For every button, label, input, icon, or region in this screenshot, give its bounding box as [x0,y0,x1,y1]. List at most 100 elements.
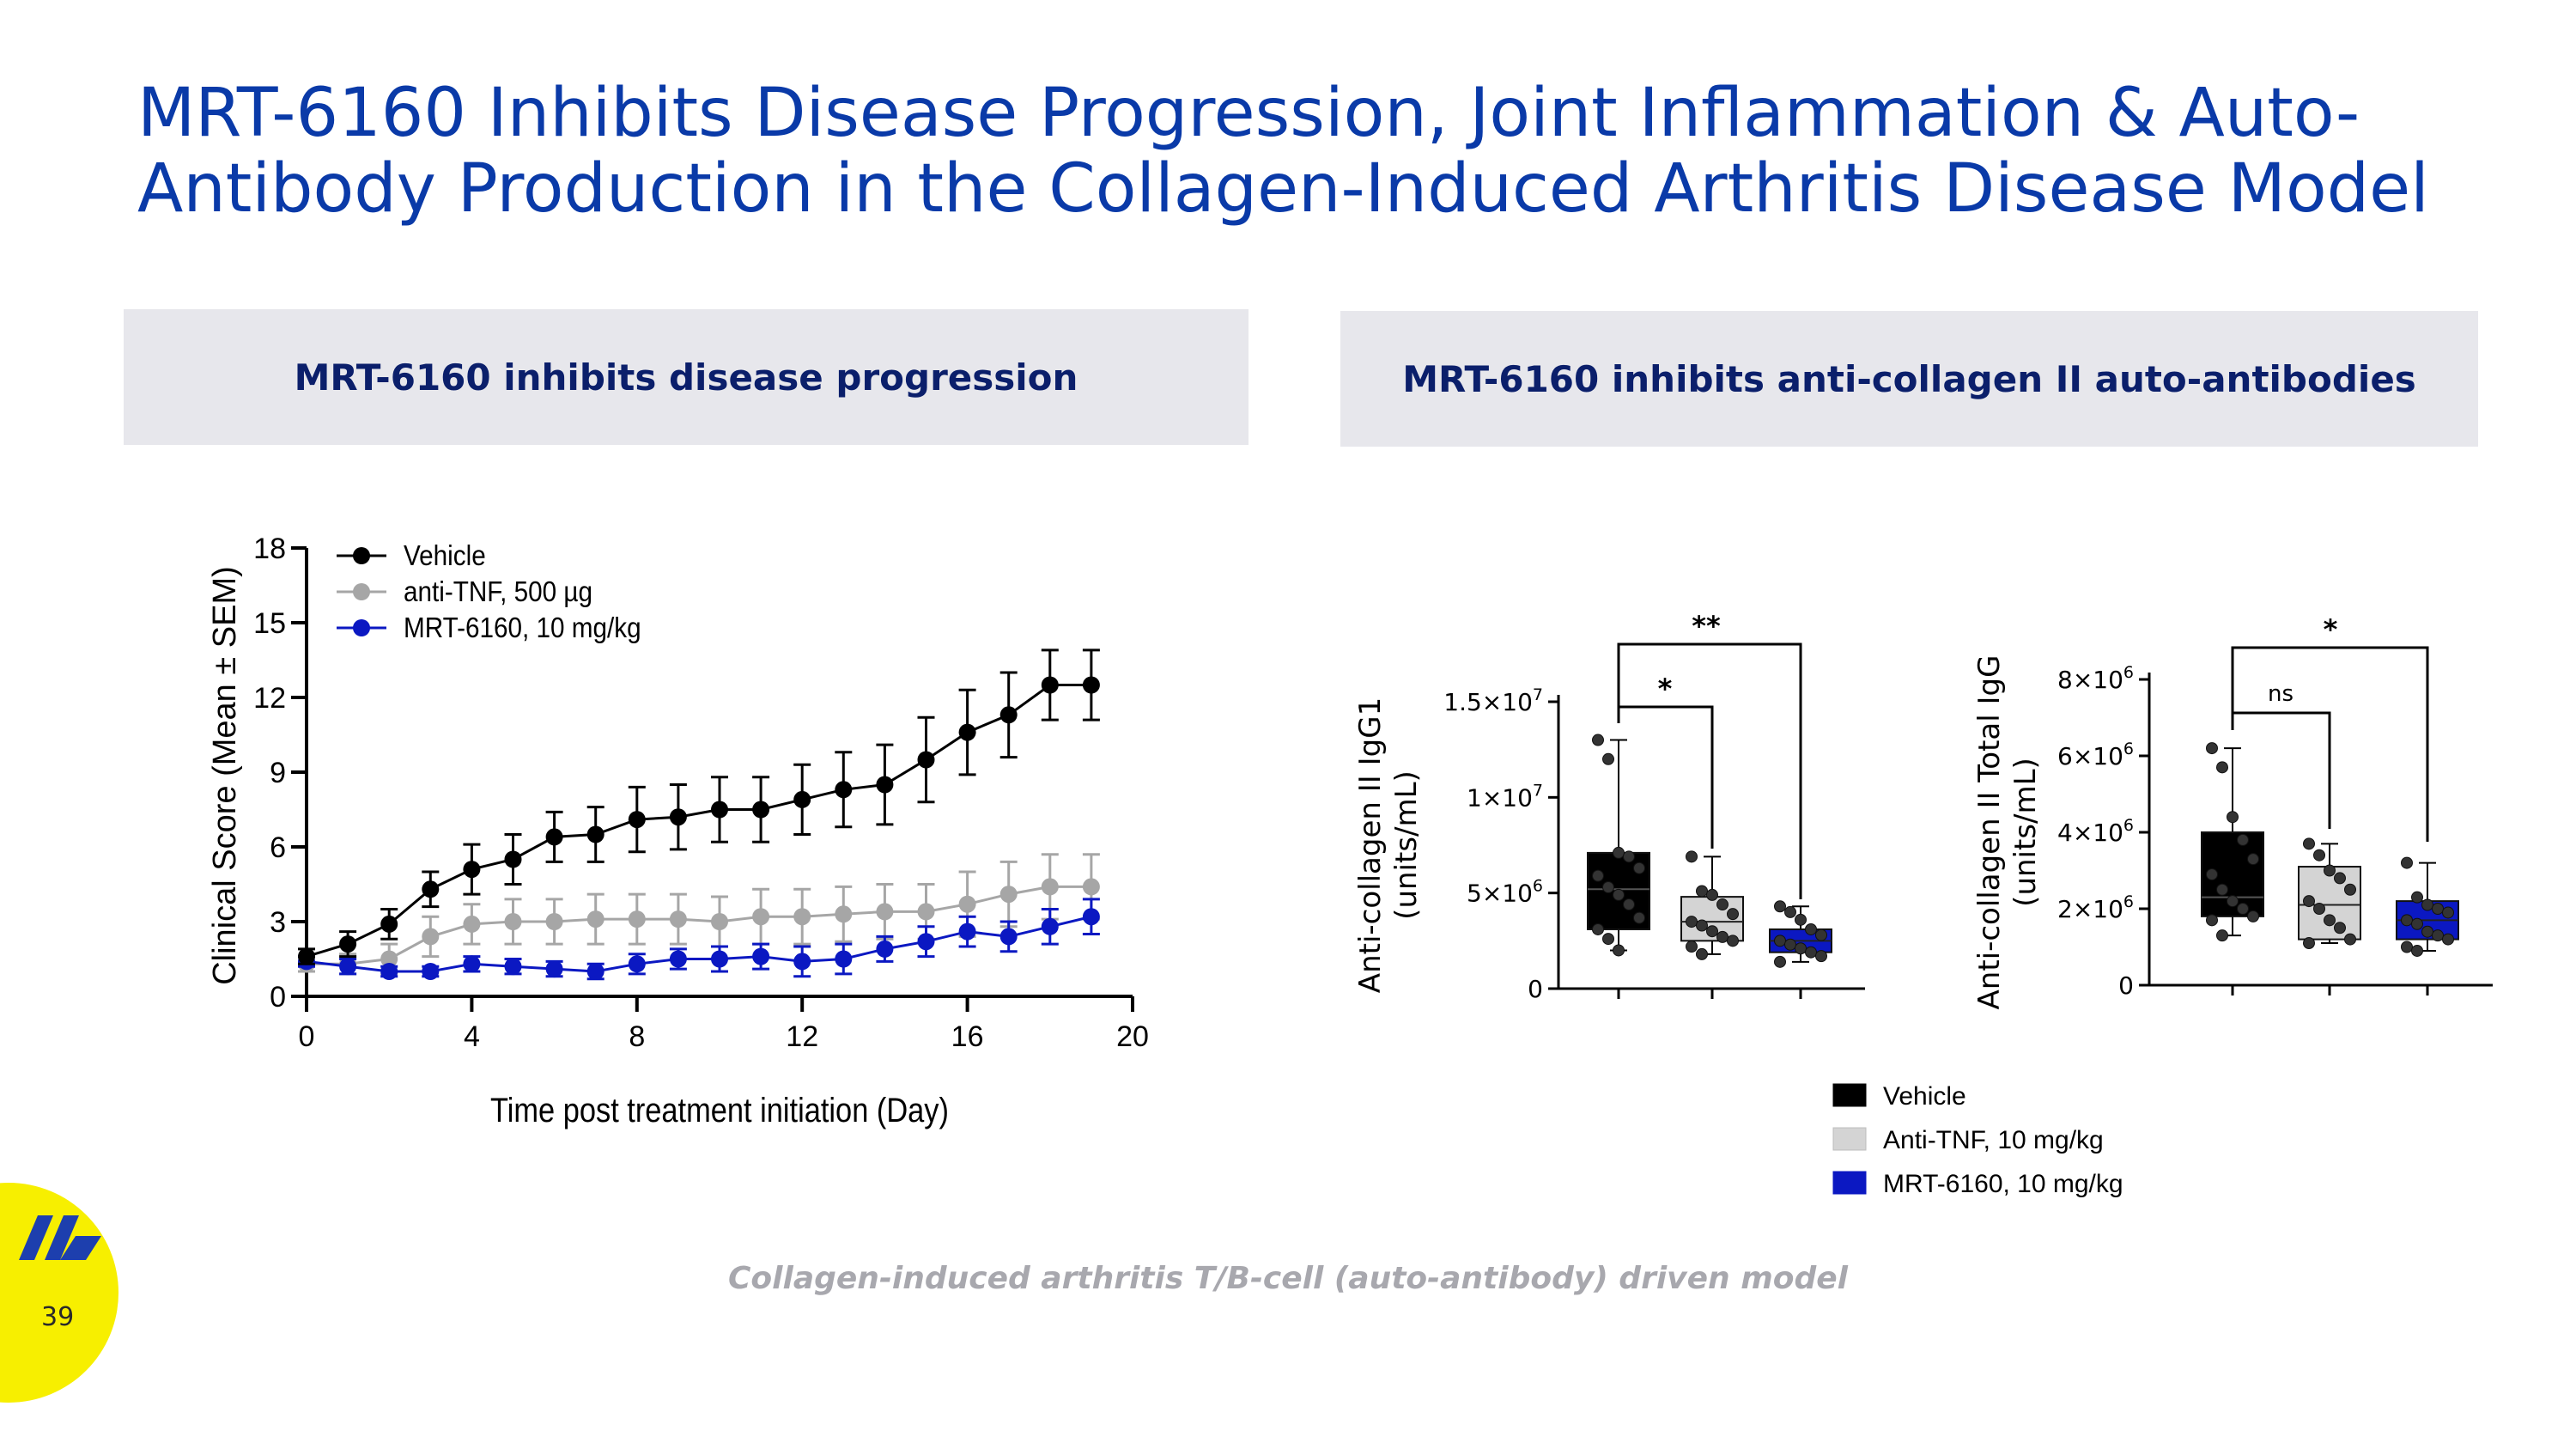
data-point [2334,922,2346,935]
significance-label: ** [1692,610,1721,642]
data-point [463,955,481,973]
data-point [1592,734,1604,746]
page-number: 39 [41,1302,75,1332]
data-point [1795,913,1807,926]
x-tick-label: 4 [464,1020,480,1053]
data-point [1602,752,1614,765]
data-point [2344,883,2356,896]
slide-title: MRT-6160 Inhibits Disease Progression, J… [137,76,2456,227]
data-point [2324,864,2336,877]
data-point [752,908,770,926]
data-point [628,811,646,829]
data-point [876,903,894,921]
legend-swatch [1832,1083,1867,1107]
y-tick-exponent: 6 [2123,892,2134,911]
data-point [1623,898,1635,911]
data-point [2303,895,2315,908]
data-point [2227,811,2239,824]
footnote: Collagen-induced arthritis T/B-cell (aut… [728,1261,1848,1296]
data-point [835,781,853,799]
data-point [1696,947,1708,960]
data-point [545,828,563,846]
data-point [2247,910,2259,922]
data-point [917,933,935,951]
data-point [793,790,811,808]
data-point [2216,761,2228,774]
data-point [422,963,440,980]
data-point [752,801,770,819]
y-tick-exponent: 6 [1533,877,1543,896]
y-axis-label: Anti-collagen II Total IgG [1972,655,2007,1010]
data-point [586,963,605,980]
y-tick-label: 9 [270,757,286,789]
y-tick-label: 0 [2118,971,2134,1000]
data-point [1602,880,1614,893]
data-point [1784,905,1796,918]
legend-swatch [1832,1171,1867,1195]
data-point [2401,941,2413,953]
data-point [1041,676,1059,694]
data-point [504,958,522,976]
data-point [1795,942,1807,955]
y-tick-label: 18 [253,533,286,565]
y-tick-label: 1×107 [1467,781,1543,812]
data-point [2442,906,2454,919]
left-panel-header: MRT-6160 inhibits disease progression [124,309,1249,445]
data-point [628,910,646,928]
data-point [2401,856,2413,869]
data-point [1716,930,1728,943]
data-point [999,928,1018,946]
data-point [1706,888,1718,901]
series-line [306,915,1092,973]
data-point [1815,928,1827,941]
data-point [1592,869,1604,882]
legend-label: anti-TNF, 500 µg [404,576,592,608]
data-point [2421,898,2433,911]
data-point [298,947,315,965]
data-point [2206,914,2218,927]
y-tick-label: 8×106 [2057,663,2134,694]
y-tick-exponent: 6 [2123,740,2134,758]
y-axis-label: Anti-collagen II IgG1 [1353,697,1388,993]
data-point [2432,903,2444,915]
significance-bracket [1617,642,1802,899]
data-point [876,940,894,958]
data-point [2411,944,2423,957]
x-tick-label: 0 [299,1020,315,1053]
data-point [463,915,481,933]
y-tick-label: 5×106 [1467,877,1543,908]
data-point [2344,933,2356,946]
data-point [1686,941,1698,953]
data-point [1633,911,1645,924]
data-point [1716,898,1728,911]
y-tick-label: 15 [253,607,286,640]
y-axis-label: (units/mL) [1389,770,1424,920]
data-point [752,947,770,965]
data-point [669,808,687,826]
data-point [2237,903,2249,915]
box-chart-legend: Vehicle Anti-TNF, 10 mg/kg MRT-6160, 10 mg… [1832,1082,2123,1198]
y-axis-label: Clinical Score (Mean ± SEM) [207,566,243,985]
significance-bracket [2231,646,2429,842]
data-point [339,958,357,976]
data-point [380,950,398,968]
data-point [669,950,687,968]
data-point [2401,914,2413,927]
data-point [545,960,563,978]
company-logo-icon [19,1215,101,1260]
legend-label: Vehicle [404,540,486,572]
data-point [1774,935,1786,947]
y-tick-label: 6×106 [2057,740,2134,770]
data-point [1082,676,1100,694]
data-point [2206,868,2218,880]
data-point [1815,950,1827,963]
data-point [1633,861,1645,874]
data-point [380,915,398,933]
data-point [1805,922,1817,935]
data-point [422,880,440,898]
data-point [2303,937,2315,950]
data-point [1805,946,1817,959]
data-point [504,913,522,930]
data-point [1727,908,1739,921]
